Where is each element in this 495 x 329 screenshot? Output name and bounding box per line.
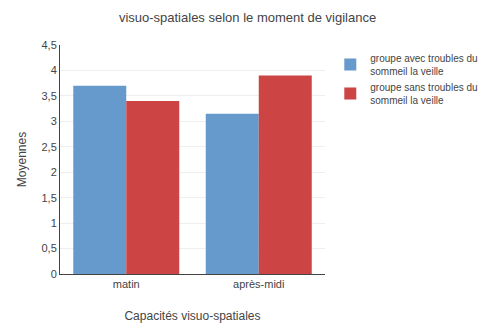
svg-text:matin: matin: [113, 278, 140, 290]
svg-text:4: 4: [51, 64, 57, 76]
svg-text:Capacités visuo-spatiales: Capacités visuo-spatiales: [124, 309, 260, 323]
svg-text:1,5: 1,5: [42, 192, 57, 204]
svg-text:0,5: 0,5: [42, 242, 57, 254]
svg-text:0: 0: [51, 268, 57, 280]
svg-text:groupe avec troubles dusommeil: groupe avec troubles dusommeil la veille: [370, 53, 477, 77]
svg-text:après-midi: après-midi: [233, 278, 284, 290]
svg-text:groupe sans troubles dusommeil: groupe sans troubles dusommeil la veille: [370, 82, 477, 106]
svg-text:visuo-spatiales selon le momen: visuo-spatiales selon le moment de vigil…: [119, 10, 376, 25]
svg-text:1: 1: [51, 217, 57, 229]
svg-text:2: 2: [51, 166, 57, 178]
svg-text:3: 3: [51, 115, 57, 127]
svg-text:2,5: 2,5: [42, 141, 57, 153]
svg-text:4,5: 4,5: [42, 39, 57, 51]
svg-text:Moyennes: Moyennes: [15, 132, 29, 187]
svg-text:3,5: 3,5: [42, 90, 57, 102]
